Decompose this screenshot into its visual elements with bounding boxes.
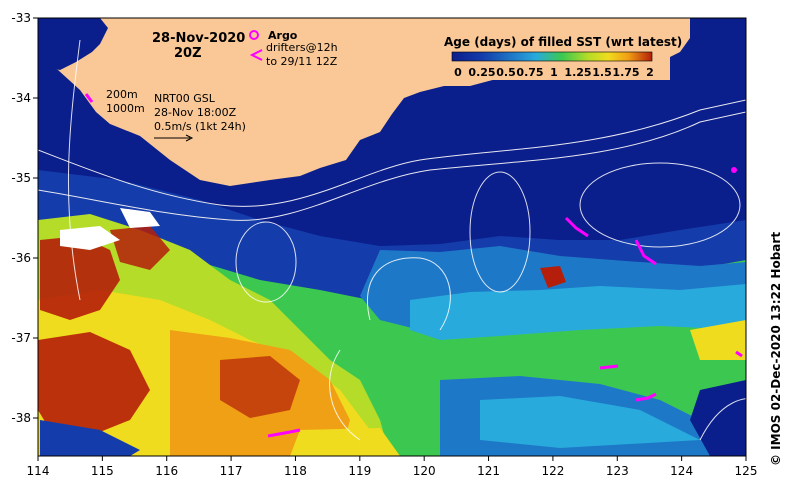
contour-1000m	[38, 111, 746, 221]
product-time-label: 28-Nov 18:00Z	[154, 106, 237, 119]
lat-tick-label: -33	[11, 11, 31, 25]
sst-field	[38, 18, 746, 456]
legend-colorbar	[451, 51, 653, 62]
legend-tick-label: 1	[550, 66, 558, 79]
vector-scale-label: 0.5m/s (1kt 24h)	[154, 120, 246, 133]
legend-title: Age (days) of filled SST (wrt latest)	[444, 35, 682, 49]
lat-tick-label: -37	[11, 331, 31, 345]
legend-tick-label: 1.5	[592, 66, 612, 79]
drifter-tracks	[84, 93, 743, 438]
lon-tick-label: 123	[606, 464, 629, 478]
lat-tick-label: -36	[11, 251, 31, 265]
lon-tick-label: 117	[220, 464, 243, 478]
legend-tick-label: 0.5	[496, 66, 516, 79]
contour-200m	[38, 99, 746, 207]
drifter-symbol-icon	[249, 49, 263, 61]
argo-float	[731, 167, 737, 173]
legend-tick-label: 0.25	[468, 66, 495, 79]
time-label: 20Z	[174, 46, 202, 61]
argo-label: Argo	[268, 29, 298, 42]
lat-tick-label: -38	[11, 411, 31, 425]
drifters-to-label: to 29/11 12Z	[266, 55, 338, 68]
plot-frame	[37, 17, 747, 457]
date-label: 28-Nov-2020	[152, 31, 245, 46]
lon-tick-label: 118	[284, 464, 307, 478]
lon-tick-label: 119	[348, 464, 371, 478]
lat-tick-label: -35	[11, 171, 31, 185]
product-label: NRT00 GSL	[154, 92, 216, 105]
legend-tick-labels: 0 0.25 0.5 0.75 1 1.25 1.5 1.75 2	[454, 66, 654, 79]
longitude-tick-labels: 114 115 116 117 118 119 120 121 122 123 124 125	[27, 456, 758, 478]
depth-200-label: 200m	[106, 88, 138, 101]
lon-tick-label: 120	[413, 464, 436, 478]
arrow-head-icon	[185, 134, 194, 142]
legend-tick-label: 0	[454, 66, 462, 79]
drifters-label: drifters@12h	[266, 41, 338, 54]
depth-1000-label: 1000m	[106, 102, 145, 115]
argo-symbol-icon	[249, 30, 259, 40]
lon-tick-label: 116	[155, 464, 178, 478]
lon-tick-label: 122	[541, 464, 564, 478]
lat-tick-label: -34	[11, 91, 31, 105]
latitude-tick-labels: -33 -34 -35 -36 -37 -38	[11, 11, 38, 425]
legend-tick-label: 2	[646, 66, 654, 79]
lon-tick-label: 121	[477, 464, 500, 478]
lon-tick-label: 115	[91, 464, 114, 478]
legend-tick-label: 1.75	[612, 66, 639, 79]
lon-tick-label: 114	[27, 464, 50, 478]
lon-tick-label: 125	[735, 464, 758, 478]
lon-tick-label: 124	[670, 464, 693, 478]
credit-label: © IMOS 02-Dec-2020 13:22 Hobart	[769, 232, 783, 466]
sla-contours	[67, 39, 746, 441]
legend-tick-label: 0.75	[516, 66, 543, 79]
legend-tick-label: 1.25	[564, 66, 591, 79]
